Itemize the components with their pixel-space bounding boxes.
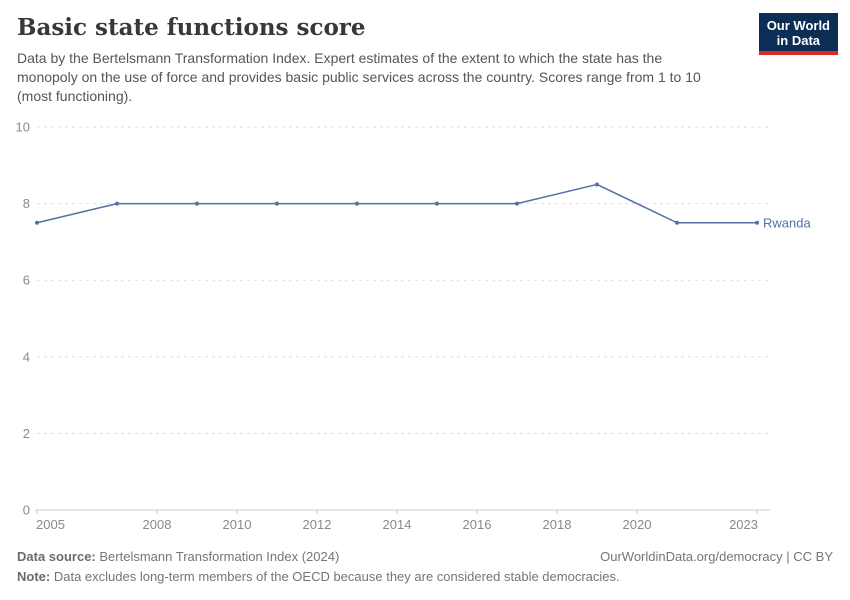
chart-subtitle: Data by the Bertelsmann Transformation I…	[17, 50, 701, 104]
data-point[interactable]	[515, 201, 519, 206]
x-tick-label: 2023	[729, 517, 758, 532]
data-point[interactable]	[755, 220, 759, 225]
data-point[interactable]	[435, 201, 439, 206]
x-tick-label: 2016	[463, 517, 492, 532]
note-label: Note:	[17, 569, 51, 584]
y-tick-label: 4	[23, 349, 30, 364]
data-source-text: Bertelsmann Transformation Index (2024)	[99, 549, 340, 564]
y-tick-label: 0	[23, 503, 30, 518]
logo-line-1: Our World	[766, 18, 830, 33]
y-tick-label: 10	[16, 120, 30, 135]
x-tick-label: 2010	[223, 517, 252, 532]
data-point[interactable]	[195, 201, 199, 206]
x-tick-label: 2008	[143, 517, 172, 532]
y-tick-label: 2	[23, 426, 30, 441]
chart-title: Basic state functions score	[17, 14, 366, 41]
license-link[interactable]: OurWorldinData.org/democracy | CC BY	[600, 549, 833, 564]
data-point[interactable]	[595, 182, 599, 187]
x-tick-label: 2012	[303, 517, 332, 532]
y-tick-label: 6	[23, 273, 30, 288]
owid-logo[interactable]: Our World in Data	[758, 13, 838, 55]
data-point[interactable]	[275, 201, 279, 206]
data-point[interactable]	[35, 220, 39, 225]
rwanda-line[interactable]	[36, 183, 757, 224]
data-point[interactable]	[355, 201, 359, 206]
logo-line-2: in Data	[776, 33, 821, 48]
data-point[interactable]	[675, 220, 679, 225]
y-tick-label: 8	[23, 196, 30, 211]
data-point[interactable]	[115, 201, 119, 206]
x-tick-label: 2005	[36, 517, 65, 532]
series-end-label[interactable]: Rwanda	[763, 215, 811, 230]
chart-note: Note: Data excludes long-term members of…	[17, 567, 833, 587]
x-tick-label: 2014	[383, 517, 412, 532]
x-tick-label: 2020	[623, 517, 652, 532]
note-text: Data excludes long-term members of the O…	[53, 569, 620, 584]
chart-footer: Data source: Bertelsmann Transformation …	[17, 547, 833, 587]
data-source: Data source: Bertelsmann Transformation …	[17, 547, 339, 567]
data-source-label: Data source:	[17, 549, 96, 564]
chart-header: Basic state functions score Data by the …	[17, 14, 757, 106]
x-tick-label: 2018	[543, 517, 572, 532]
